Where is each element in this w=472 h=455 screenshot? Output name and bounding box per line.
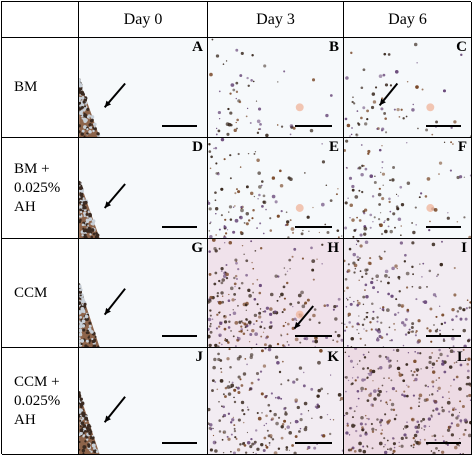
panel-letter: A — [192, 39, 203, 55]
panel-letter: I — [461, 240, 467, 256]
scale-bar — [162, 226, 197, 228]
scale-bar — [162, 442, 197, 444]
arrow-head-icon — [294, 321, 301, 329]
row-label: BM + 0.025% AH — [2, 138, 79, 239]
panel-letter: H — [327, 240, 339, 256]
arrow-head-icon — [104, 201, 112, 208]
scale-bar — [295, 226, 332, 228]
micrograph-image — [344, 239, 471, 347]
micrograph-image — [208, 239, 343, 347]
micrograph-panel-k: K — [208, 348, 344, 455]
micrograph-panel-b: B — [208, 38, 344, 138]
row-label-text: CCM + 0.025% AH — [14, 373, 61, 428]
micrograph-image — [208, 348, 343, 454]
panel-letter: B — [328, 39, 339, 55]
micrograph-panel-j: J — [79, 348, 208, 455]
scale-bar — [162, 125, 197, 127]
panel-letter: C — [456, 39, 467, 55]
row-label: CCM — [2, 239, 79, 348]
scale-bar — [295, 335, 332, 337]
micrograph-panel-f: F — [344, 138, 472, 239]
micrograph-panel-c: C — [344, 38, 472, 138]
micrograph-panel-l: L — [344, 348, 472, 455]
micrograph-panel-i: I — [344, 239, 472, 348]
micrograph-image — [344, 138, 471, 238]
arrow-head-icon — [104, 100, 112, 108]
scale-bar — [295, 442, 332, 444]
scale-bar — [426, 442, 461, 444]
scale-bar — [426, 335, 461, 337]
panel-letter: D — [192, 139, 203, 155]
micrograph-image — [79, 348, 207, 454]
row-label-text: BM — [14, 79, 38, 95]
scale-bar — [426, 226, 461, 228]
corner-header — [2, 2, 79, 38]
panel-letter: J — [195, 349, 204, 365]
micrograph-image — [79, 239, 207, 347]
panel-letter: K — [327, 349, 339, 365]
micrograph-image — [344, 348, 471, 454]
arrow-head-icon — [104, 415, 111, 423]
scale-bar — [426, 125, 461, 127]
scale-bar — [162, 335, 197, 337]
micrograph-image — [79, 138, 207, 238]
micrograph-image — [208, 138, 343, 238]
micrograph-panel-d: D — [79, 138, 208, 239]
micrograph-image — [208, 38, 343, 137]
panel-letter: E — [328, 139, 339, 155]
row-label-text: BM + 0.025% AH — [14, 160, 61, 215]
header-day-3: Day 3 — [208, 2, 344, 38]
scale-bar — [295, 125, 332, 127]
micrograph-panel-e: E — [208, 138, 344, 239]
micrograph-panel-g: G — [79, 239, 208, 348]
panel-letter: L — [456, 349, 467, 365]
row-label: CCM + 0.025% AH — [2, 348, 79, 455]
micrograph-image — [79, 38, 207, 137]
arrow-head-icon — [379, 98, 386, 106]
micrograph-image — [344, 38, 471, 137]
header-day-0: Day 0 — [79, 2, 208, 38]
header-day-6: Day 6 — [344, 2, 472, 38]
panel-letter: F — [457, 139, 467, 155]
row-label-text: CCM — [14, 284, 48, 301]
micrograph-panel-a: A — [79, 38, 208, 138]
micrograph-panel-h: H — [208, 239, 344, 348]
panel-letter: G — [191, 240, 203, 256]
arrow-head-icon — [104, 307, 111, 315]
row-label: BM — [2, 38, 79, 138]
